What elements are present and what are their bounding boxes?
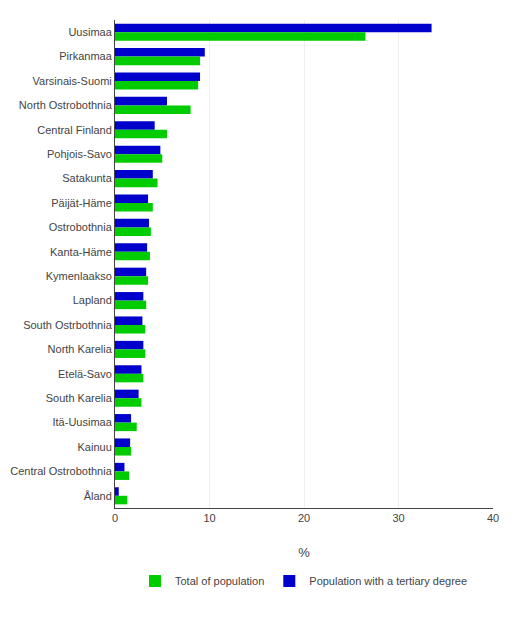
svg-text:Etelä-Savo: Etelä-Savo xyxy=(58,368,112,380)
svg-text:Varsinais-Suomi: Varsinais-Suomi xyxy=(33,75,112,87)
svg-text:North Ostrobothnia: North Ostrobothnia xyxy=(19,99,113,111)
svg-text:Central Finland: Central Finland xyxy=(37,124,112,136)
svg-text:Pirkanmaa: Pirkanmaa xyxy=(59,50,112,62)
svg-text:40: 40 xyxy=(487,512,499,524)
svg-text:South Ostrbothnia: South Ostrbothnia xyxy=(23,319,113,331)
svg-text:Åland: Åland xyxy=(84,490,112,502)
svg-text:Central Ostrobothnia: Central Ostrobothnia xyxy=(10,465,112,477)
svg-text:Kainuu: Kainuu xyxy=(78,441,112,453)
svg-text:Lapland: Lapland xyxy=(73,294,112,306)
svg-text:South Karelia: South Karelia xyxy=(46,392,113,404)
svg-text:%: % xyxy=(298,545,310,560)
svg-text:Ostrobothnia: Ostrobothnia xyxy=(49,221,113,233)
svg-text:Uusimaa: Uusimaa xyxy=(68,26,112,38)
svg-text:Pohjois-Savo: Pohjois-Savo xyxy=(47,148,112,160)
svg-text:Kanta-Häme: Kanta-Häme xyxy=(50,246,112,258)
svg-text:Itä-Uusimaa: Itä-Uusimaa xyxy=(53,416,113,428)
svg-text:Päijät-Häme: Päijät-Häme xyxy=(51,197,112,209)
svg-text:North Karelia: North Karelia xyxy=(48,343,113,355)
svg-text:10: 10 xyxy=(203,512,215,524)
svg-text:Satakunta: Satakunta xyxy=(62,172,112,184)
svg-text:Population with a tertiary deg: Population with a tertiary degree xyxy=(309,575,467,587)
svg-text:Kymenlaakso: Kymenlaakso xyxy=(46,270,112,282)
svg-text:20: 20 xyxy=(298,512,310,524)
svg-text:30: 30 xyxy=(392,512,404,524)
svg-text:0: 0 xyxy=(112,512,118,524)
svg-text:Total of population: Total of population xyxy=(175,575,264,587)
